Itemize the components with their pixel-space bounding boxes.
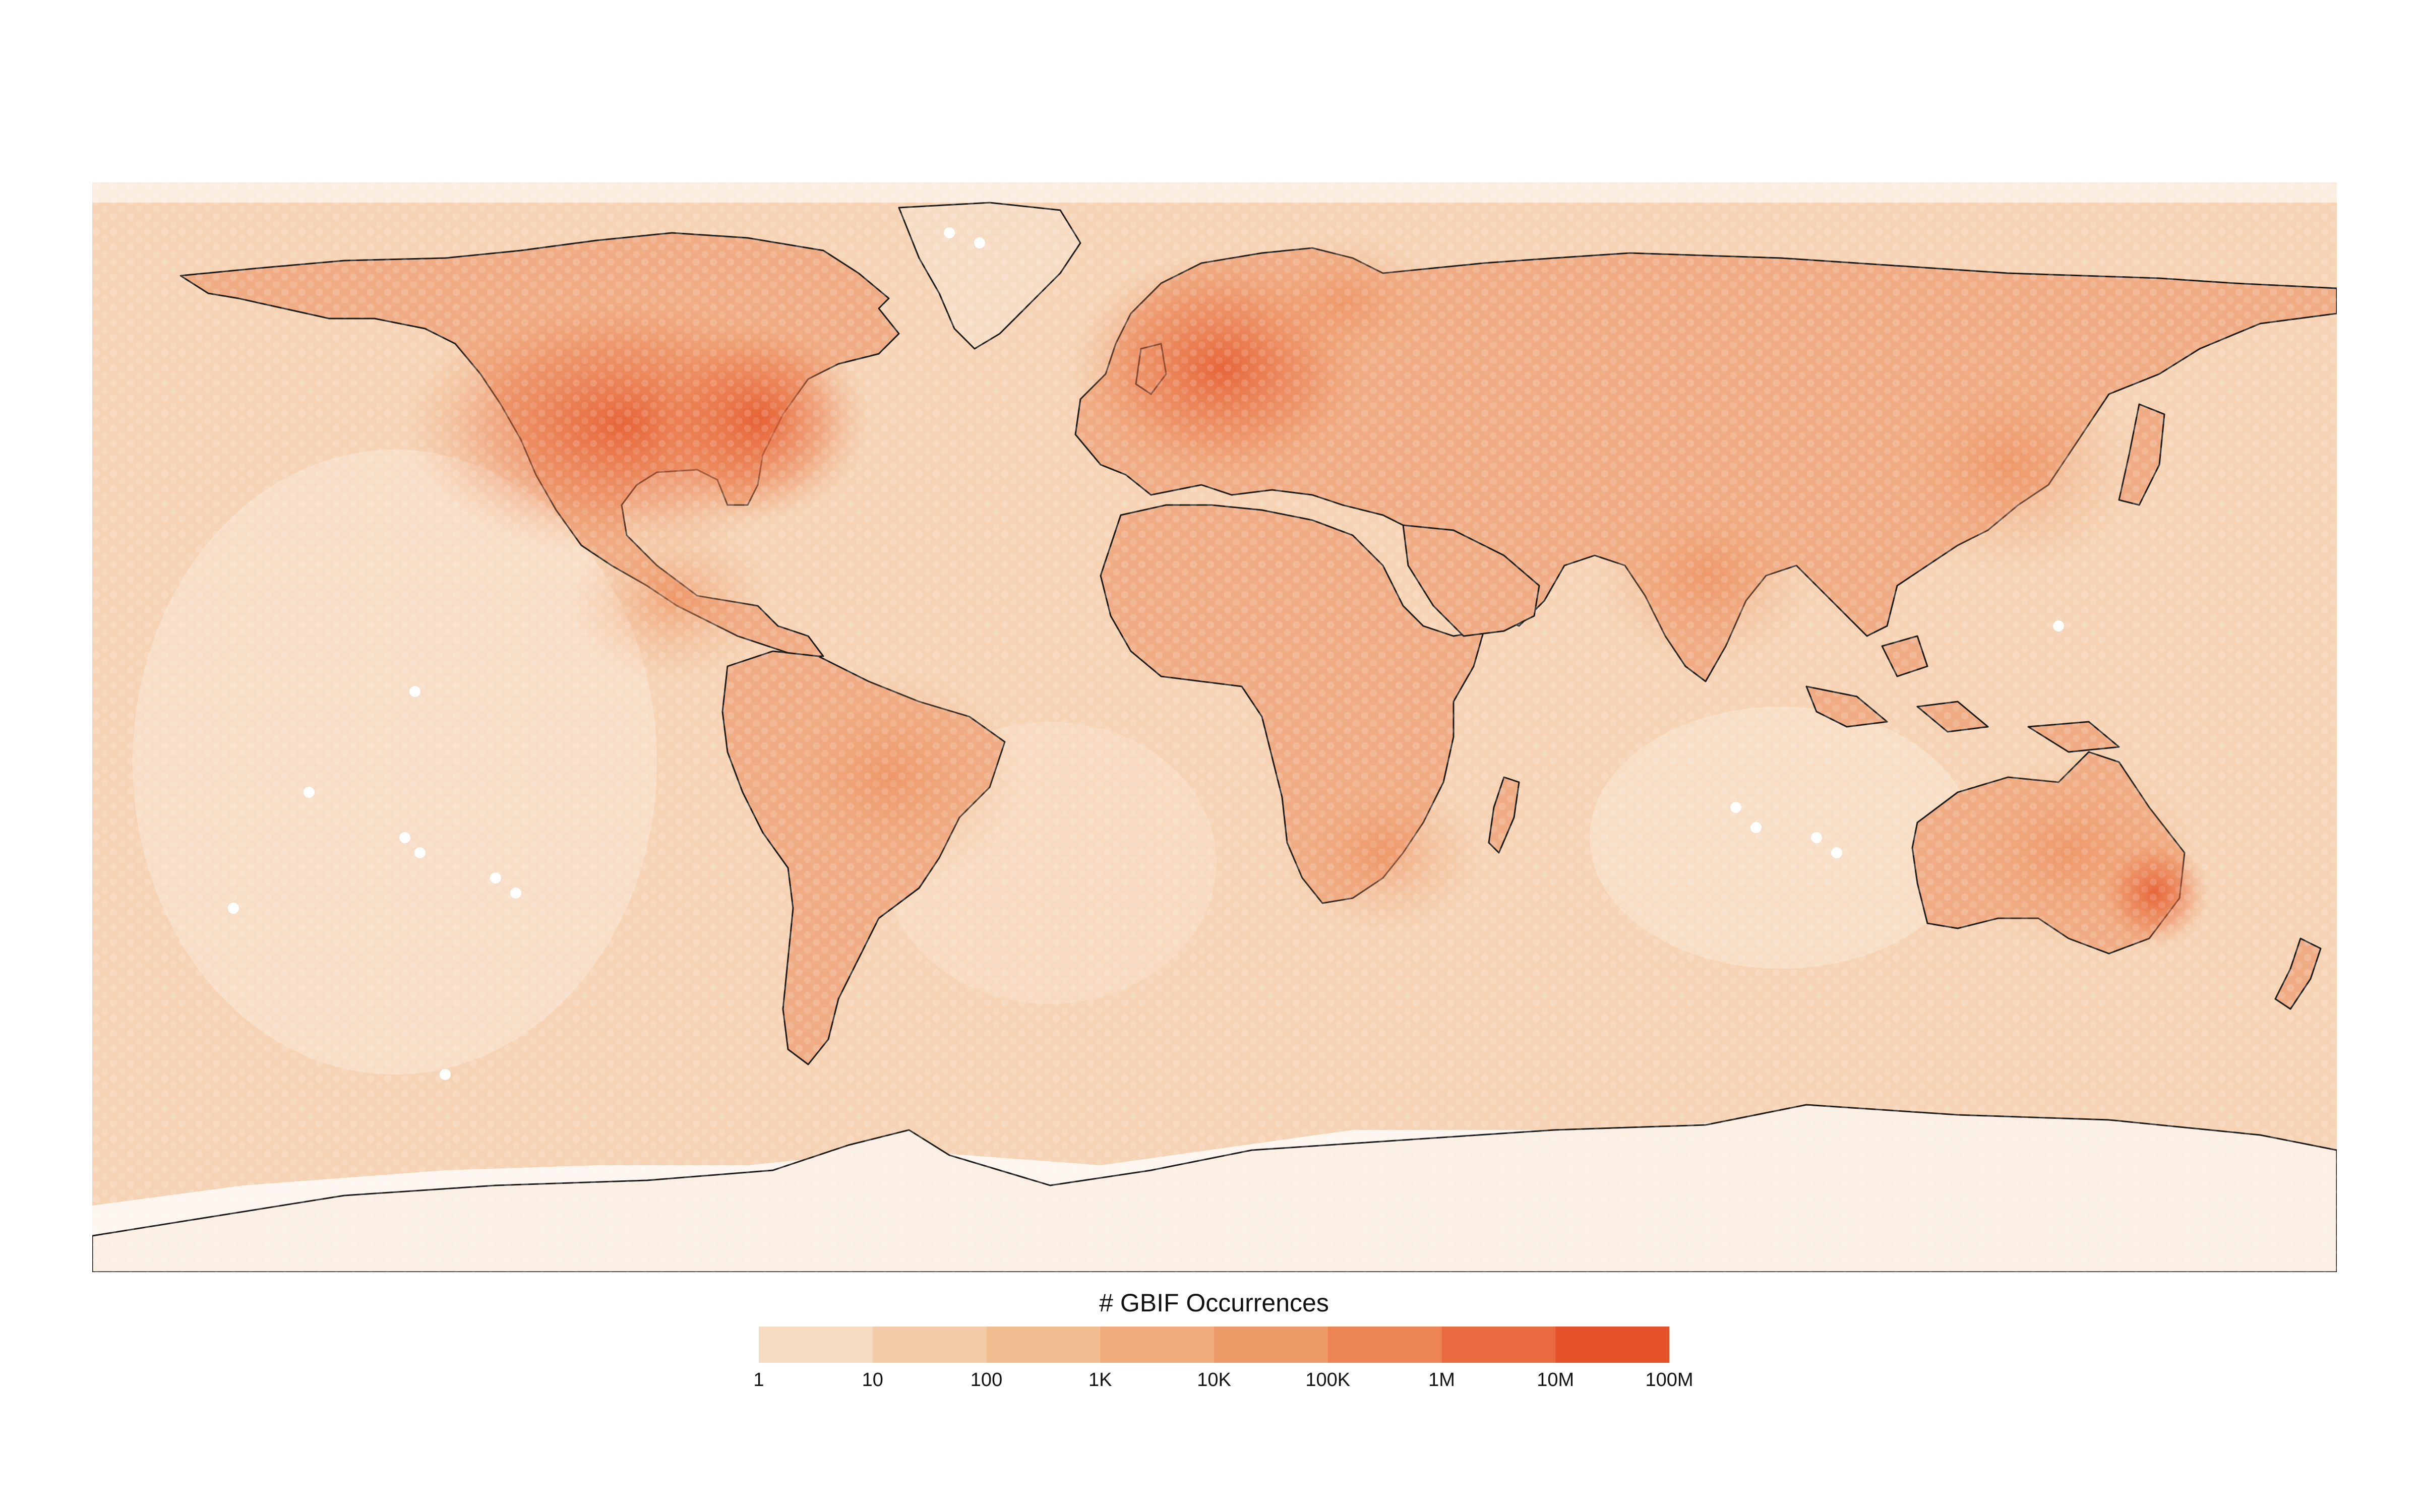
legend-tick-label: 1 xyxy=(753,1369,764,1391)
legend-swatch xyxy=(1100,1327,1214,1363)
legend-color-bar xyxy=(759,1327,1669,1363)
legend-tick-label: 1M xyxy=(1428,1369,1455,1391)
legend-title: # GBIF Occurrences xyxy=(1099,1289,1329,1317)
empty-cells xyxy=(228,227,2064,1080)
legend-swatch xyxy=(759,1327,873,1363)
legend-tick-label: 100M xyxy=(1645,1369,1693,1391)
legend-tick-labels: 1 10 100 1K 10K 100K 1M 10M 100M xyxy=(753,1368,1693,1394)
legend-tick-label: 10K xyxy=(1197,1369,1231,1391)
color-legend: # GBIF Occurrences 1 10 100 1K 10K 100K 1M 10M 1… xyxy=(753,1288,1693,1391)
legend-swatch xyxy=(872,1327,987,1363)
legend-swatch xyxy=(1214,1327,1328,1363)
legend-swatch xyxy=(986,1327,1101,1363)
legend-tick-label: 10M xyxy=(1537,1369,1575,1391)
hex-bin-texture xyxy=(92,182,2337,1272)
legend-swatch xyxy=(1441,1327,1556,1363)
world-map xyxy=(92,182,2337,1272)
legend-tick-label: 1K xyxy=(1088,1369,1112,1391)
legend-tick-label: 100K xyxy=(1305,1369,1351,1391)
legend-swatch xyxy=(1327,1327,1442,1363)
legend-tick-label: 10 xyxy=(862,1369,883,1391)
map-canvas xyxy=(92,182,2337,1272)
legend-swatch xyxy=(1555,1327,1669,1363)
legend-tick-label: 100 xyxy=(970,1369,1003,1391)
